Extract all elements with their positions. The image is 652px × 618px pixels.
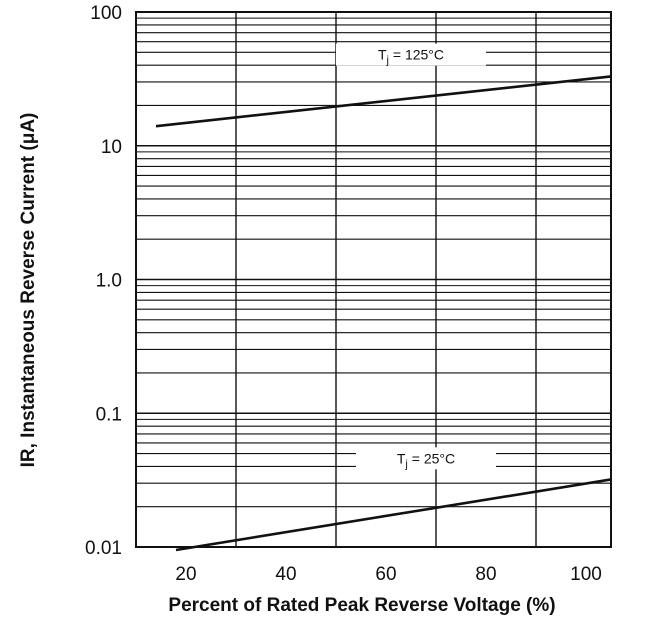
series-label-background xyxy=(356,447,496,470)
x-tick-label: 40 xyxy=(275,564,296,585)
y-axis-ticks: 0.01 0.1 1.0 10 100 xyxy=(85,3,122,559)
series-line-1 xyxy=(155,75,612,128)
series-labels: Tj = 125°C Tj = 25°C xyxy=(336,43,496,470)
x-tick-label: 100 xyxy=(570,564,602,585)
y-axis-label: IR, Instantaneous Reverse Current (μA) xyxy=(18,113,39,468)
series-label-1: Tj = 125°C xyxy=(378,47,444,67)
x-axis-ticks: 20 40 60 80 100 xyxy=(175,564,601,585)
x-axis-label: Percent of Rated Peak Reverse Voltage (%… xyxy=(168,595,555,616)
y-tick-label: 100 xyxy=(90,3,122,24)
grid xyxy=(136,12,611,548)
series-label-background xyxy=(336,43,486,66)
series-lines xyxy=(155,75,612,552)
plot-frame xyxy=(135,11,612,548)
x-tick-label: 80 xyxy=(475,564,496,585)
y-tick-label: 0.1 xyxy=(96,404,122,425)
x-tick-label: 20 xyxy=(175,564,196,585)
series-label-2: Tj = 25°C xyxy=(397,450,455,470)
y-tick-label: 1.0 xyxy=(96,271,122,292)
x-tick-label: 60 xyxy=(375,564,396,585)
y-tick-label: 10 xyxy=(101,137,122,158)
series-line-2 xyxy=(175,478,612,552)
y-tick-label: 0.01 xyxy=(85,538,122,559)
